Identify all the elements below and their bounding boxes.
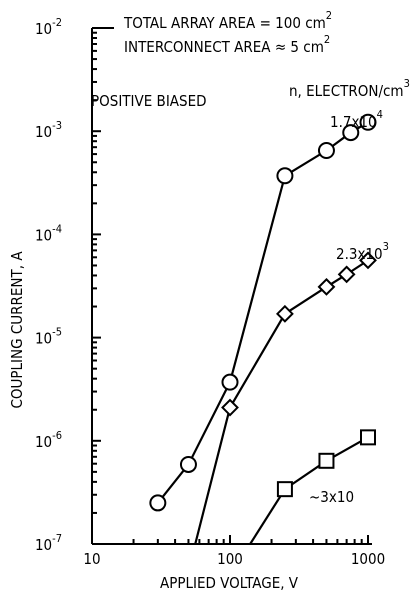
density-header: n, ELECTRON/cm3 — [289, 77, 410, 100]
series-2-point — [276, 304, 294, 323]
series-label-1: 1.7x104 — [330, 108, 383, 131]
series-3-point — [360, 429, 376, 446]
annotation-total-area: TOTAL ARRAY AREA = 100 cm2 — [123, 9, 332, 32]
series-label-3: ~3x10 — [309, 488, 354, 506]
y-tick-label: 10-4 — [35, 222, 62, 244]
fit-lines — [156, 121, 369, 545]
x-tick-label: 1000 — [351, 550, 385, 568]
x-tick-label: 100 — [217, 550, 243, 568]
series-3-point — [318, 452, 335, 469]
series-2-point — [317, 277, 336, 296]
annotation-interconnect-area: INTERCONNECT AREA ≈ 5 cm2 — [124, 33, 330, 56]
series-1-point — [359, 113, 377, 131]
series-label-2: 2.3x103 — [336, 240, 389, 263]
low-voltage-circle-point — [221, 373, 239, 391]
series-2-point — [359, 251, 377, 270]
series-1-point — [317, 142, 335, 160]
x-axis-label: APPLIED VOLTAGE, V — [160, 574, 299, 592]
x-tick-label: 10 — [83, 550, 100, 568]
series-2-point — [337, 265, 356, 284]
y-tick-label: 10-3 — [35, 119, 62, 141]
low-voltage-circle-point — [179, 455, 197, 473]
tick-labels: 10-7 10-6 10-5 10-4 10-3 10-2 10 100 1000 — [35, 16, 385, 568]
tick-marks — [91, 31, 369, 544]
series-3-point — [276, 481, 293, 498]
series-line-2 — [284, 259, 369, 315]
fit-line-1 — [156, 175, 286, 504]
data-markers — [149, 113, 377, 512]
low-voltage-circle-point — [149, 494, 167, 512]
axes — [91, 27, 372, 545]
y-tick-label: 10-2 — [35, 16, 62, 38]
y-tick-label: 10-6 — [35, 429, 62, 451]
positive-biased-label: POSITIVE BIASED — [91, 92, 207, 110]
fit-line-3 — [249, 488, 286, 545]
low-voltage-diamond-point — [221, 398, 239, 417]
y-axis-label: COUPLING CURRENT, A — [8, 251, 26, 409]
y-tick-label: 10-5 — [35, 326, 62, 348]
y-tick-label: 10-7 — [35, 532, 62, 554]
series-1-point — [276, 167, 294, 185]
series-line-1 — [284, 121, 369, 177]
series-1-point — [342, 124, 360, 142]
